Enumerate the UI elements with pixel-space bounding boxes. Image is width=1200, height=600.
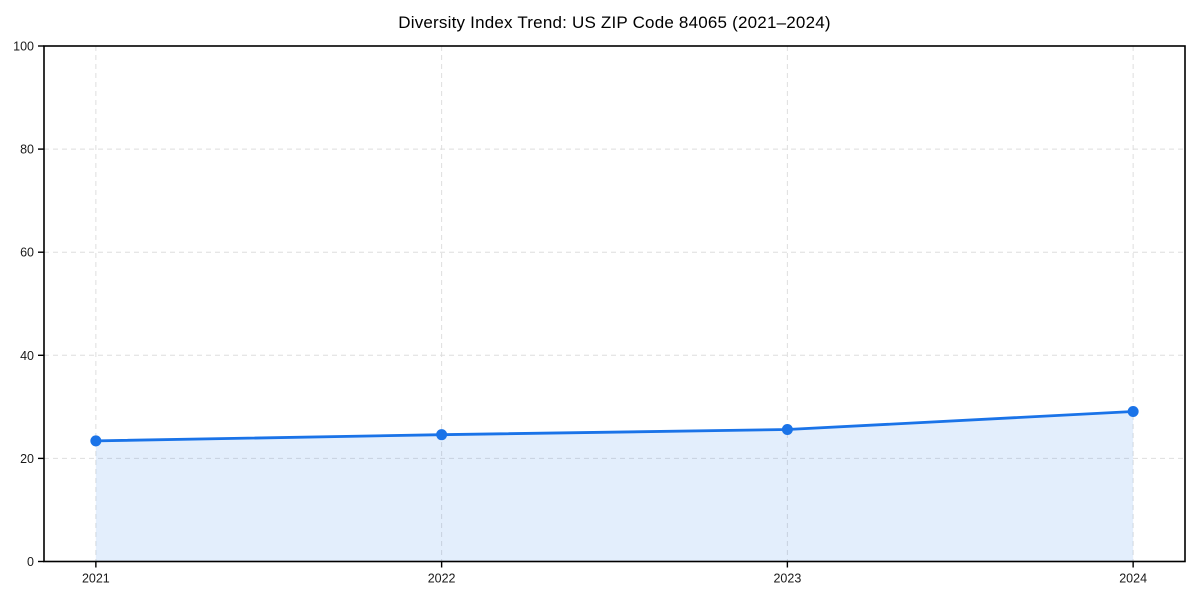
data-point-marker xyxy=(90,435,102,447)
y-axis-tick-label: 40 xyxy=(20,349,34,363)
x-axis-tick-label: 2023 xyxy=(773,572,801,586)
y-axis-tick-label: 80 xyxy=(20,143,34,157)
data-point-marker xyxy=(781,424,793,436)
y-axis-tick-label: 0 xyxy=(27,555,34,569)
plot-area-border xyxy=(43,45,1186,563)
y-axis-tick-label: 20 xyxy=(20,452,34,466)
y-axis-tick-label: 100 xyxy=(13,40,34,54)
data-point-marker xyxy=(436,429,448,441)
trend-line xyxy=(94,410,1135,443)
x-axis-tick-label: 2021 xyxy=(82,572,110,586)
data-point-marker xyxy=(1127,405,1139,417)
x-axis-tick-label: 2024 xyxy=(1119,572,1147,586)
y-axis-tick-label: 60 xyxy=(20,246,34,260)
area-fill xyxy=(95,411,1134,562)
chart-title: Diversity Index Trend: US ZIP Code 84065… xyxy=(398,13,831,32)
x-axis-tick-label: 2022 xyxy=(428,572,456,586)
